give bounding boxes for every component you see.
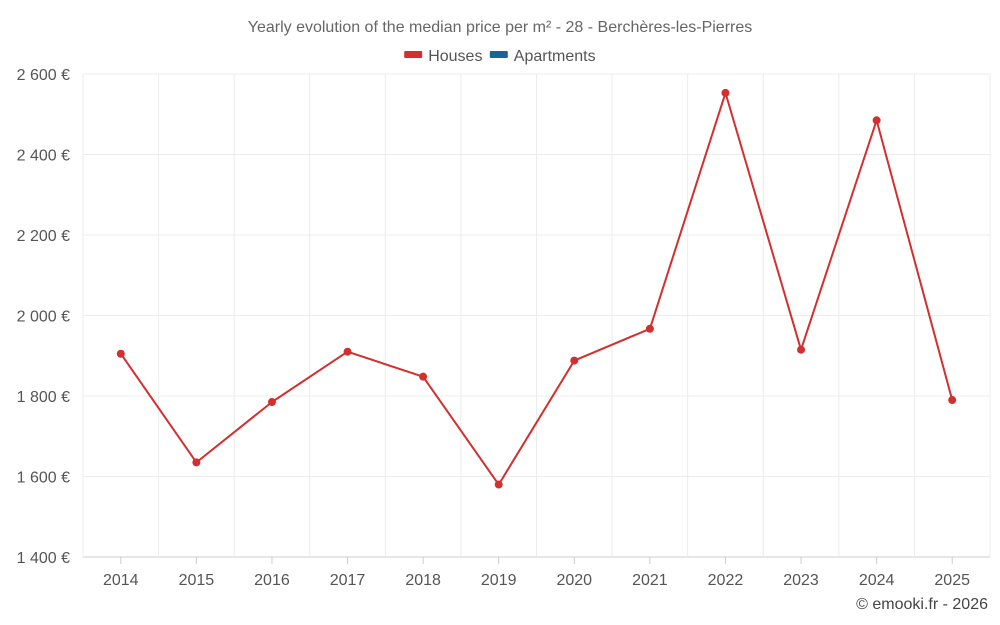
legend-swatch — [404, 51, 423, 58]
data-point[interactable] — [872, 116, 881, 125]
data-point[interactable] — [797, 345, 806, 354]
x-axis: 2014 2015 2016 2017 2018 2019 2020 2021 2022 2023… — [103, 557, 970, 589]
x-tick-label: 2016 — [254, 572, 290, 589]
grid — [82, 73, 991, 558]
x-tick-label: 2023 — [783, 572, 819, 589]
y-axis: 1 400 € 1 600 € 1 800 € 2 000 € 2 200 € 2 400… — [17, 67, 70, 567]
data-point[interactable] — [116, 349, 125, 358]
credit-text: © emooki.fr - 2026 — [856, 596, 988, 613]
legend-item-houses[interactable]: Houses — [404, 48, 482, 65]
data-point[interactable] — [494, 480, 503, 489]
legend: Houses Apartments — [404, 48, 596, 65]
y-tick-label: 2 600 € — [17, 67, 70, 84]
data-point[interactable] — [948, 396, 957, 405]
legend-label: Apartments — [514, 48, 596, 65]
x-tick-label: 2022 — [708, 572, 744, 589]
data-point[interactable] — [721, 88, 730, 97]
plot-area — [116, 88, 957, 489]
x-tick-label: 2018 — [405, 572, 441, 589]
x-tick-label: 2015 — [179, 572, 215, 589]
data-point[interactable] — [570, 356, 579, 365]
legend-swatch — [489, 51, 508, 58]
data-point[interactable] — [267, 398, 276, 407]
chart-title: Yearly evolution of the median price per… — [248, 19, 753, 36]
data-point[interactable] — [419, 372, 428, 381]
x-tick-label: 2024 — [859, 572, 895, 589]
y-tick-label: 1 800 € — [17, 389, 70, 406]
legend-label: Houses — [428, 48, 482, 65]
x-tick-label: 2014 — [103, 572, 139, 589]
data-point[interactable] — [343, 347, 352, 356]
data-point[interactable] — [645, 324, 654, 333]
x-tick-label: 2025 — [934, 572, 970, 589]
x-tick-label: 2019 — [481, 572, 517, 589]
data-point[interactable] — [192, 458, 201, 467]
legend-item-apartments[interactable]: Apartments — [489, 48, 596, 65]
y-tick-label: 1 600 € — [17, 470, 70, 487]
y-tick-label: 1 400 € — [17, 550, 70, 567]
y-tick-label: 2 400 € — [17, 148, 70, 165]
x-tick-label: 2020 — [556, 572, 592, 589]
x-tick-label: 2021 — [632, 572, 668, 589]
y-tick-label: 2 000 € — [17, 309, 70, 326]
x-tick-label: 2017 — [330, 572, 366, 589]
y-tick-label: 2 200 € — [17, 228, 70, 245]
series-line-houses — [119, 91, 954, 486]
